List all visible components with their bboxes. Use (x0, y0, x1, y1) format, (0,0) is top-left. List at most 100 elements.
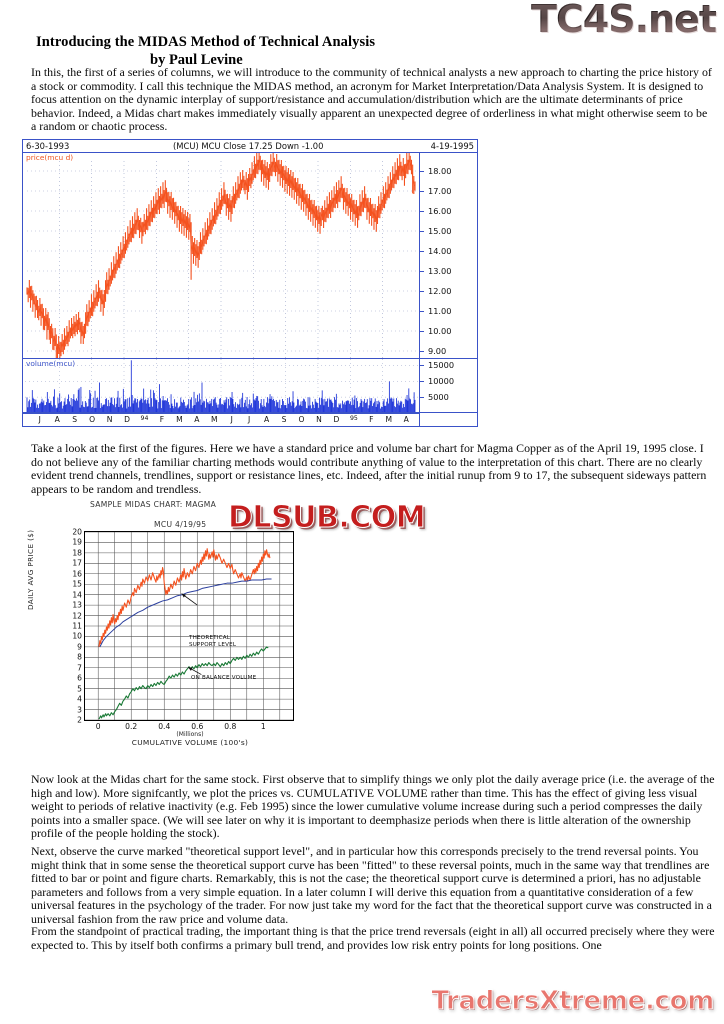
price-axis-tick: 13.00 (419, 266, 452, 276)
paragraph-take-a-look: Take a look at the first of the figures.… (31, 441, 707, 496)
price-axis-tick-label: 11.00 (428, 306, 452, 316)
midas-x-tick-label: 0 (95, 722, 101, 731)
chart1-price-pane: price(mcu d) 18.00 17.00 16.00 15.00 14.00 13… (23, 153, 477, 359)
price-axis-tick-label: 10.00 (428, 326, 452, 336)
price-axis-tick-label: 14.00 (428, 246, 452, 256)
midas-y-tick-label: 12 (72, 611, 82, 621)
midas-chart-subtitle: MCU 4/19/95 (154, 520, 207, 529)
price-axis-tick: 18.00 (419, 166, 452, 176)
tradersxtreme-footer-logo: TradersXtreme.com (431, 986, 715, 1017)
page-title: Introducing the MIDAS Method of Technica… (36, 34, 376, 50)
midas-y-tick-label: 20 (72, 527, 82, 537)
chart1-month-tick: M (210, 415, 218, 424)
chart1-month-tick: A (264, 415, 270, 424)
price-axis-tick-label: 12.00 (428, 286, 452, 296)
chart1-header: 6-30-1993 (MCU) MCU Close 17.25 Down -1.… (23, 140, 477, 153)
chart1-month-tick: A (54, 415, 60, 424)
chart1-month-tick: 94 (140, 415, 149, 422)
chart1-volume-axis: 15000 10000 5000 (419, 359, 477, 412)
midas-y-tick-label: 13 (72, 600, 82, 610)
price-axis-tick: 9.00 (419, 346, 447, 356)
paragraph-next-observe: Next, observe the curve marked "theoreti… (31, 844, 712, 926)
midas-x-tick-label: 1 (260, 722, 266, 731)
midas-y-axis-label: DAILY AVG PRICE ($) (26, 529, 35, 610)
volume-axis-tick-label: 10000 (428, 376, 455, 387)
chart1-month-labels: J A S O N D 94 F M A M J J A S O N D 95 F M A (23, 413, 419, 426)
price-axis-tick: 11.00 (419, 306, 452, 316)
price-axis-tick-label: 13.00 (428, 266, 452, 276)
midas-x-tick-label: 0.6 (191, 722, 204, 731)
midas-y-tick-label: 9 (77, 642, 82, 652)
midas-y-tick-label: 16 (72, 569, 82, 579)
midas-y-tick-label: 11 (72, 621, 82, 631)
midas-y-tick-label: 15 (72, 579, 82, 589)
price-axis-tick-label: 16.00 (428, 206, 452, 216)
midas-y-tick-label: 6 (77, 673, 82, 683)
midas-y-tick-label: 18 (72, 548, 82, 558)
chart1-month-tick: J (230, 415, 233, 424)
midas-chart-title: SAMPLE MIDAS CHART: MAGMA (90, 500, 217, 509)
volume-axis-tick: 5000 (420, 392, 449, 403)
chart1-month-tick: N (316, 415, 322, 424)
price-axis-tick-label: 15.00 (428, 226, 452, 236)
chart1-month-axis-spacer (419, 413, 477, 426)
chart1-month-axis-pane: J A S O N D 94 F M A M J J A S O N D 95 F M A (23, 413, 477, 426)
midas-x-tick-label: 0.2 (125, 722, 138, 731)
chart1-price-label: price(mcu d) (26, 153, 74, 162)
paragraph-now-look: Now look at the Midas chart for the same… (31, 772, 715, 841)
volume-axis-tick: 10000 (419, 376, 455, 387)
price-axis-tick: 14.00 (419, 246, 452, 256)
chart1-quote-line: (MCU) MCU Close 17.25 Down -1.00 (173, 141, 324, 151)
midas-y-tick-label: 3 (77, 705, 82, 715)
price-axis-tick: 16.00 (419, 206, 452, 216)
annotation-line: SUPPORT LEVEL (189, 641, 237, 648)
midas-y-tick-label: 4 (77, 694, 82, 704)
midas-x-tick-label: 0.4 (158, 722, 171, 731)
chart1-month-tick: F (369, 415, 374, 424)
chart1-volume-label: volume(mcu) (26, 359, 76, 368)
midas-y-tick-label: 17 (72, 558, 82, 568)
chart1-end-date: 4-19-1995 (430, 141, 474, 151)
annotation-on-balance-volume: ON BALANCE VOLUME (191, 675, 257, 681)
chart1-month-tick: O (298, 415, 305, 424)
price-series-svg (26, 153, 417, 358)
chart1-month-tick: 95 (349, 415, 358, 422)
midas-y-tick-label: 14 (72, 590, 82, 600)
midas-y-tick-label: 19 (72, 537, 82, 547)
chart1-start-date: 6-30-1993 (26, 141, 70, 151)
chart1-month-tick: M (385, 415, 393, 424)
chart1-month-tick: N (106, 415, 113, 424)
price-axis-tick: 12.00 (419, 286, 452, 296)
annotation-line: THEORETICAL (189, 635, 231, 641)
chart1-month-tick: S (281, 415, 287, 424)
chart1-month-tick: J (38, 415, 41, 424)
volume-axis-tick: 15000 (419, 360, 455, 371)
chart1-price-axis: 18.00 17.00 16.00 15.00 14.00 13.00 12.00 11.00… (419, 153, 477, 358)
price-axis-tick-label: 9.00 (428, 346, 447, 356)
price-axis-tick: 15.00 (419, 226, 452, 236)
tc4s-logo: TC4S.net (530, 0, 717, 41)
volume-axis-tick-label: 15000 (428, 360, 455, 371)
midas-x-axis-label: CUMULATIVE VOLUME (100's) (131, 738, 249, 747)
chart1-month-tick: A (194, 415, 200, 424)
chart1-volume-pane: volume(mcu) 15000 10000 5000 (23, 359, 477, 413)
price-axis-tick-label: 17.00 (428, 186, 452, 196)
chart1-month-tick: O (89, 415, 96, 424)
midas-y-tick-label: 10 (72, 631, 82, 641)
chart1-month-tick: M (176, 415, 183, 424)
midas-y-tick-label: 7 (77, 663, 82, 673)
volume-series-svg (25, 359, 419, 412)
chart1-month-tick: S (72, 415, 78, 424)
annotation-theoretical-support: THEORETICAL SUPPORT LEVEL (189, 635, 236, 648)
chart1-price-plot (23, 153, 419, 358)
midas-y-tick-label: 2 (77, 715, 82, 725)
volume-axis-tick-label: 5000 (428, 392, 449, 403)
chart1-month-tick: F (159, 415, 165, 424)
dlsub-watermark: DLSUB.COM (227, 500, 426, 536)
chart1-month-tick: J (248, 415, 251, 424)
midas-plot-area: THEORETICAL SUPPORT LEVEL ON BALANCE VOLU… (72, 528, 294, 731)
price-axis-tick-label: 18.00 (428, 166, 452, 176)
paragraph-intro: In this, the first of a series of column… (31, 65, 712, 134)
midas-x-axis-unit: (Millions) (176, 731, 204, 738)
